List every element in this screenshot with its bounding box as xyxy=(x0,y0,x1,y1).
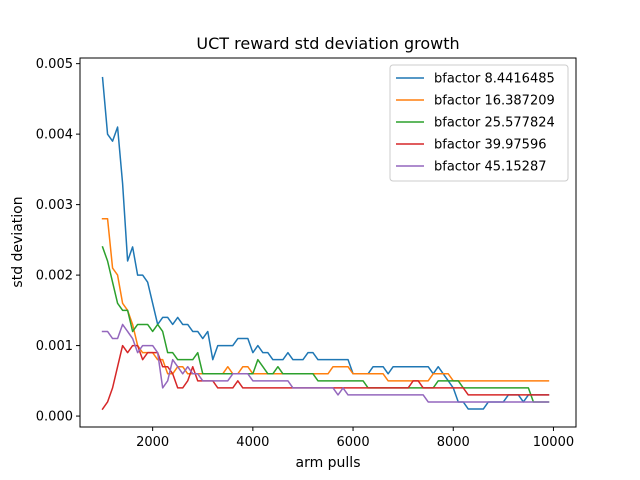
series-line-0 xyxy=(101,76,550,410)
y-tick-label: 0.003 xyxy=(36,198,73,213)
y-tick-label: 0.005 xyxy=(36,57,73,72)
series-line-3 xyxy=(101,344,550,411)
y-tick-label: 0.004 xyxy=(36,128,73,143)
chart-title: UCT reward std deviation growth xyxy=(196,34,459,53)
legend: bfactor 8.4416485 bfactor 16.387209 bfacto… xyxy=(389,64,569,182)
legend-label-2: bfactor 25.577824 xyxy=(434,116,555,131)
series-layer xyxy=(101,76,550,411)
legend-box xyxy=(389,64,569,182)
series-line-1 xyxy=(101,217,550,382)
y-axis-label: std deviation xyxy=(10,196,26,287)
series-line-4 xyxy=(101,323,550,403)
x-tick-label: 10000 xyxy=(533,435,574,450)
x-tick-label: 2000 xyxy=(136,435,169,450)
x-tick-label: 6000 xyxy=(337,435,370,450)
legend-label-3: bfactor 39.97596 xyxy=(434,138,547,153)
series-line-2 xyxy=(101,245,550,403)
legend-label-0: bfactor 8.4416485 xyxy=(434,72,555,87)
y-tick-label: 0.002 xyxy=(36,269,73,284)
x-axis-ticks: 2000 4000 6000 8000 10000 xyxy=(136,427,574,450)
legend-label-1: bfactor 16.387209 xyxy=(434,94,555,109)
plot-frame xyxy=(79,57,577,428)
legend-label-4: bfactor 45.15287 xyxy=(434,160,547,175)
x-tick-label: 8000 xyxy=(437,435,470,450)
x-axis-label: arm pulls xyxy=(295,455,360,471)
y-axis-ticks: 0.000 0.001 0.002 0.003 0.004 0.005 xyxy=(36,57,80,425)
x-tick-label: 4000 xyxy=(236,435,269,450)
y-tick-label: 0.000 xyxy=(36,410,73,425)
y-tick-label: 0.001 xyxy=(36,339,73,354)
